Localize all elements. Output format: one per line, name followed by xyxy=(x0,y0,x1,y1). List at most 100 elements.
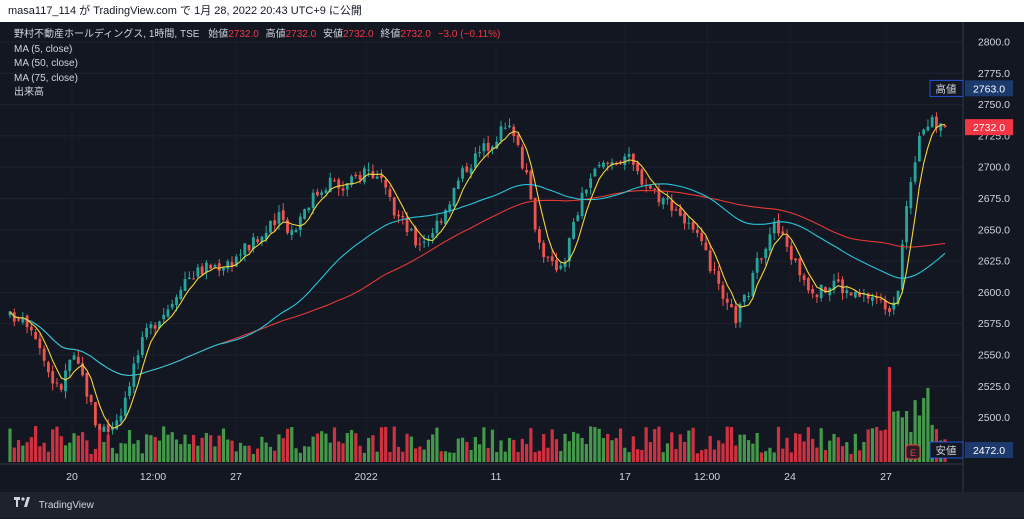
volume-bar xyxy=(418,446,422,462)
candle-body xyxy=(614,163,618,165)
volume-bar xyxy=(883,429,887,462)
candle-body xyxy=(328,177,332,193)
candle-body xyxy=(866,293,870,299)
volume-bar xyxy=(798,434,802,462)
candle-body xyxy=(785,235,789,247)
volume-bar xyxy=(623,447,627,462)
volume-bar xyxy=(542,434,546,462)
chart-area[interactable]: 2500.0 2525.0 2550.0 2575.0 2600.0 2625.0 2650… xyxy=(0,22,1024,492)
volume-bar xyxy=(665,443,670,462)
volume-bar xyxy=(866,429,870,462)
candle-body xyxy=(845,290,849,294)
candle-body xyxy=(542,242,546,258)
tradingview-logo-icon[interactable] xyxy=(14,492,30,518)
volume-bar xyxy=(601,438,606,462)
volume-bar xyxy=(576,433,580,462)
volume-bar xyxy=(554,439,559,462)
price-tag-caption: 安値 xyxy=(936,444,957,457)
volume-bar xyxy=(243,445,247,462)
candle-body xyxy=(76,356,80,364)
candle-body xyxy=(495,141,499,149)
candle-body xyxy=(674,209,678,211)
candle-body xyxy=(721,285,725,299)
candle-body xyxy=(922,129,926,135)
candle-body xyxy=(162,314,166,320)
earnings-icon[interactable] xyxy=(905,444,921,460)
candle-body xyxy=(29,326,33,331)
candle-body xyxy=(170,303,174,308)
candle-body xyxy=(550,256,554,262)
volume-bar xyxy=(584,443,588,462)
volume-bar xyxy=(68,442,72,462)
volume-bar xyxy=(110,447,115,462)
candle-body xyxy=(102,426,106,432)
candle-body xyxy=(439,221,443,223)
volume-bar xyxy=(691,427,695,462)
candle-body xyxy=(461,168,464,179)
volume-bar xyxy=(426,439,431,462)
legend-ma75[interactable]: MA (75, close) xyxy=(14,72,78,84)
price-tick-label: 2675.0 xyxy=(978,193,1010,205)
volume-bar xyxy=(196,445,200,462)
candlestick-chart[interactable]: 2500.0 2525.0 2550.0 2575.0 2600.0 2625.0 2650… xyxy=(0,22,1024,492)
candle-body xyxy=(226,261,230,269)
time-tick-label: 11 xyxy=(491,471,502,483)
volume-bar xyxy=(670,432,674,462)
volume-bar xyxy=(495,452,499,462)
legend-volume[interactable]: 出来高 xyxy=(14,87,44,98)
candle-body xyxy=(179,289,183,300)
candle-body xyxy=(183,279,187,291)
volume-bar xyxy=(546,447,550,462)
volume-bar xyxy=(63,445,68,462)
volume-bar xyxy=(354,433,358,462)
volume-bar xyxy=(550,429,554,462)
volume-bar xyxy=(747,440,751,462)
volume-bar xyxy=(503,451,507,462)
volume-bar xyxy=(776,426,781,462)
candle-body xyxy=(636,162,640,172)
volume-bar xyxy=(729,426,734,462)
volume-bar xyxy=(290,427,294,462)
volume-bar xyxy=(734,445,738,462)
tradingview-brand[interactable]: TradingView xyxy=(38,499,94,511)
time-axis: 20 12:00 27 2022 11 17 12:00 24 27 xyxy=(0,463,963,483)
candle-body xyxy=(879,299,883,301)
volume-bar xyxy=(452,452,456,462)
volume-bar xyxy=(917,415,921,462)
volume-bar xyxy=(815,447,819,462)
volume-bar xyxy=(597,428,601,462)
candle-body xyxy=(281,210,285,221)
time-tick-label: 12:00 xyxy=(694,471,720,483)
legend-ma50[interactable]: MA (50, close) xyxy=(14,58,78,69)
candle-body xyxy=(900,244,904,290)
volume-bar xyxy=(157,440,162,462)
price-tick-label: 2800.0 xyxy=(978,37,1010,49)
volume-bar xyxy=(717,440,721,462)
candle-body xyxy=(781,231,785,235)
candle-body xyxy=(486,142,490,151)
candle-body xyxy=(42,348,46,361)
volume-bar xyxy=(388,452,392,462)
volume-bar xyxy=(29,437,33,462)
volume-bar xyxy=(405,433,409,462)
volume-bar xyxy=(358,445,362,462)
volume-bar xyxy=(849,453,853,462)
candle-body xyxy=(341,188,345,191)
volume-bar xyxy=(166,434,170,462)
candle-body xyxy=(478,152,482,154)
price-tick-label: 2650.0 xyxy=(978,224,1010,236)
legend-ma5[interactable]: MA (5, close) xyxy=(14,43,73,55)
price-tick-label: 2500.0 xyxy=(978,412,1010,424)
volume-bar xyxy=(640,449,644,462)
volume-bar xyxy=(482,427,486,462)
volume-bar xyxy=(132,443,136,462)
volume-bar xyxy=(563,433,567,462)
volume-bar xyxy=(507,438,512,462)
volume-bar xyxy=(413,448,418,462)
volume-bar xyxy=(136,440,140,462)
symbol-name[interactable]: 野村不動産ホールディングス, 1時間, TSE xyxy=(14,29,200,40)
candle-body xyxy=(755,258,759,273)
time-tick-label: 24 xyxy=(784,471,796,483)
volume-bar xyxy=(559,451,563,462)
candle-body xyxy=(640,169,644,185)
